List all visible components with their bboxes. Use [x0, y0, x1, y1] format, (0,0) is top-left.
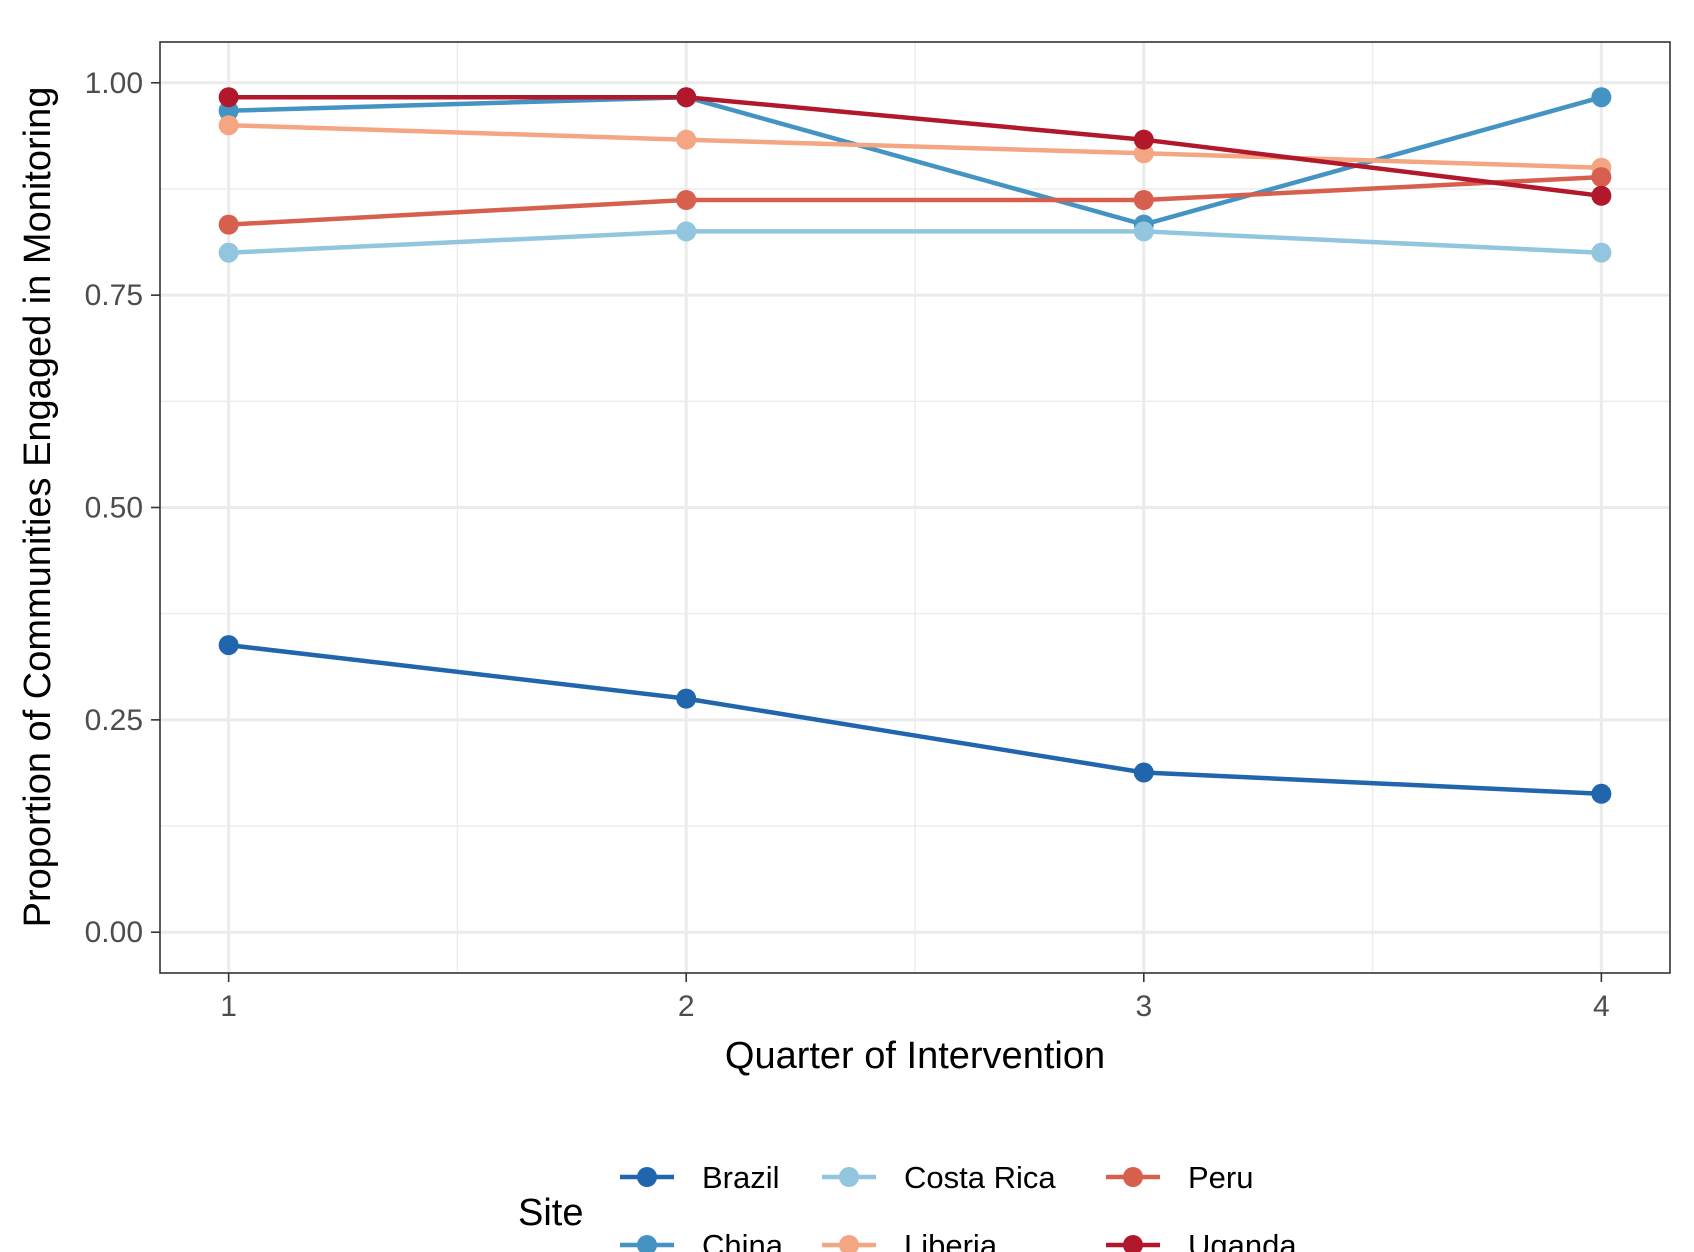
- data-point-peru: [1133, 189, 1154, 210]
- data-point-costa-rica: [1133, 221, 1154, 242]
- y-tick-label: 1.00: [85, 67, 143, 100]
- data-point-brazil: [676, 688, 697, 709]
- series-lines: [228, 94, 1603, 797]
- legend: Brazil China Costa Rica Liberia Peru Uganda: [620, 1160, 1297, 1252]
- y-axis-title: Proportion of Communities Engaged in Mon…: [17, 87, 59, 928]
- data-point-china: [1591, 87, 1612, 108]
- data-point-peru: [1591, 167, 1612, 188]
- data-point-costa-rica: [1591, 242, 1612, 263]
- legend-key-point-china: [637, 1235, 657, 1252]
- legend-label-liberia: Liberia: [904, 1228, 998, 1252]
- x-tick-label: 3: [1135, 990, 1152, 1023]
- legend-label-costa-rica: Costa Rica: [904, 1160, 1056, 1195]
- data-point-uganda: [1591, 185, 1612, 206]
- series-line-costa-rica: [228, 229, 1602, 255]
- legend-key-point-brazil: [637, 1167, 657, 1187]
- y-tick-label: 0.00: [85, 916, 143, 949]
- legend-label-brazil: Brazil: [702, 1160, 780, 1195]
- x-axis-ticks: 1 2 3 4: [220, 973, 1610, 1023]
- series-line-liberia: [228, 122, 1602, 170]
- data-point-brazil: [218, 635, 239, 656]
- legend-label-peru: Peru: [1188, 1160, 1253, 1195]
- legend-key-point-liberia: [839, 1235, 859, 1252]
- series-line-brazil: [228, 642, 1602, 797]
- series-line-peru: [228, 174, 1602, 227]
- y-tick-label: 0.25: [85, 704, 143, 737]
- data-point-brazil: [1133, 762, 1154, 783]
- data-point-peru: [218, 214, 239, 235]
- data-point-peru: [676, 189, 697, 210]
- x-tick-label: 2: [678, 990, 695, 1023]
- series-line-uganda: [228, 94, 1602, 199]
- y-tick-label: 0.50: [85, 492, 143, 525]
- x-tick-label: 4: [1593, 990, 1610, 1023]
- y-axis-ticks: 0.00 0.25 0.50 0.75 1.00: [85, 67, 160, 949]
- legend-label-uganda: Uganda: [1188, 1228, 1297, 1252]
- legend-key-point-uganda: [1123, 1235, 1143, 1252]
- legend-key-point-costa-rica: [839, 1167, 859, 1187]
- data-point-brazil: [1591, 783, 1612, 804]
- legend-label-china: China: [702, 1228, 784, 1252]
- data-point-costa-rica: [676, 221, 697, 242]
- y-tick-label: 0.75: [85, 279, 143, 312]
- legend-key-point-peru: [1123, 1167, 1143, 1187]
- x-axis-title: Quarter of Intervention: [725, 1035, 1105, 1077]
- data-point-liberia: [218, 115, 239, 136]
- data-point-costa-rica: [218, 242, 239, 263]
- data-point-uganda: [676, 87, 697, 108]
- data-point-uganda: [218, 87, 239, 108]
- data-point-uganda: [1133, 129, 1154, 150]
- x-tick-label: 1: [220, 990, 237, 1023]
- legend-title: Site: [518, 1192, 583, 1234]
- data-point-liberia: [676, 129, 697, 150]
- series-points: [218, 87, 1612, 804]
